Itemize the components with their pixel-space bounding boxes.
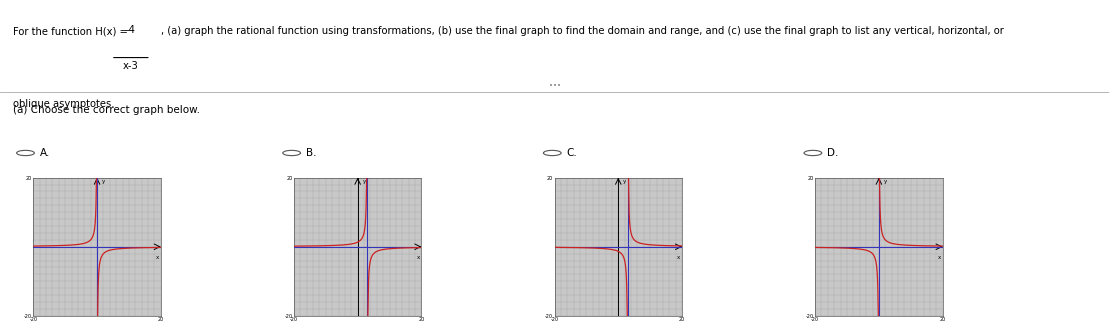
Text: y: y	[102, 179, 105, 184]
Text: oblique asymptotes.: oblique asymptotes.	[13, 99, 115, 109]
Text: B.: B.	[306, 148, 316, 158]
Text: x: x	[156, 255, 160, 260]
Text: (a) Choose the correct graph below.: (a) Choose the correct graph below.	[13, 105, 201, 115]
Text: x: x	[417, 255, 420, 260]
Text: A.: A.	[40, 148, 50, 158]
Text: x-3: x-3	[123, 61, 139, 71]
Text: y: y	[623, 179, 627, 184]
Text: , (a) graph the rational function using transformations, (b) use the final graph: , (a) graph the rational function using …	[161, 26, 1004, 36]
Text: •••: •••	[549, 83, 560, 89]
Text: C.: C.	[567, 148, 578, 158]
Text: -4: -4	[126, 25, 135, 35]
Text: y: y	[884, 179, 887, 184]
Text: D.: D.	[827, 148, 838, 158]
Text: For the function H(x) =: For the function H(x) =	[13, 26, 131, 36]
Text: x: x	[938, 255, 942, 260]
Text: y: y	[363, 179, 366, 184]
Text: x: x	[678, 255, 681, 260]
